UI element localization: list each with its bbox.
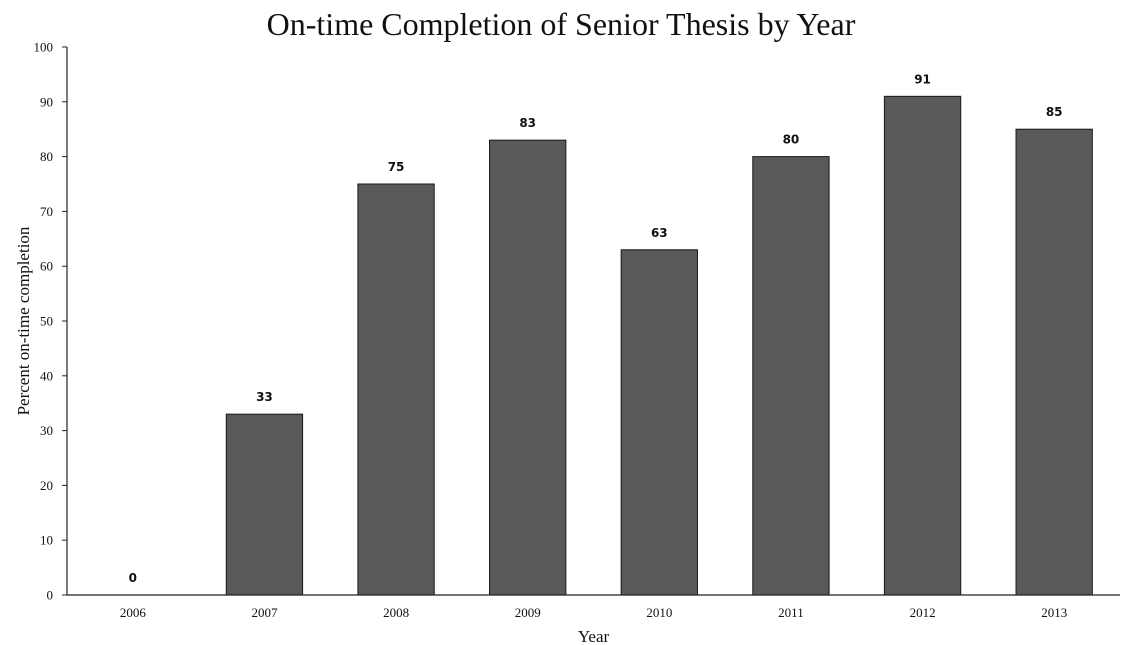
bar-2009: [489, 139, 567, 596]
y-tick-label: 60: [40, 259, 53, 274]
data-label-2010: 63: [651, 226, 668, 240]
bar-2012: [883, 95, 962, 596]
bar-2007: [225, 413, 304, 596]
bar-2011: [752, 156, 830, 596]
x-tick-label: 2007: [251, 605, 278, 620]
data-label-2008: 75: [388, 160, 405, 174]
x-tick-label: 2011: [778, 605, 804, 620]
chart-title: On-time Completion of Senior Thesis by Y…: [266, 6, 856, 42]
y-tick-label: 50: [40, 314, 53, 329]
data-label-2006: 0: [129, 571, 137, 585]
y-tick-label: 80: [40, 149, 53, 164]
data-label-2012: 91: [914, 72, 931, 86]
y-axis-title: Percent on-time completion: [14, 226, 33, 415]
x-axis-ticks: 2006 2007 2008 2009 2010 2011 2012 2013: [120, 605, 1067, 620]
data-label-2013: 85: [1046, 105, 1063, 119]
y-tick-label: 30: [40, 423, 53, 438]
bar-2013: [1015, 128, 1093, 596]
y-tick-label: 40: [40, 368, 53, 383]
x-tick-label: 2012: [910, 605, 936, 620]
data-label-2007: 33: [256, 390, 273, 404]
bars: [225, 95, 1093, 596]
y-tick-label: 90: [40, 94, 53, 109]
bar-2010: [620, 249, 698, 596]
x-tick-label: 2006: [120, 605, 147, 620]
y-axis-ticks: 0 10 20 30 40 50 60 70 80 90 100: [34, 40, 67, 603]
data-label-2009: 83: [519, 116, 536, 130]
x-tick-label: 2010: [646, 605, 672, 620]
x-tick-label: 2009: [515, 605, 541, 620]
data-labels: 0 33 75 83 63 80 91 85: [129, 72, 1063, 585]
x-tick-label: 2013: [1041, 605, 1067, 620]
y-tick-label: 100: [34, 40, 54, 55]
y-tick-label: 20: [40, 478, 53, 493]
data-label-2011: 80: [783, 133, 800, 147]
y-tick-label: 0: [47, 588, 54, 603]
bar-2008: [357, 183, 435, 596]
x-tick-label: 2008: [383, 605, 409, 620]
y-tick-label: 10: [40, 533, 53, 548]
x-axis-title: Year: [578, 627, 610, 645]
y-tick-label: 70: [40, 204, 53, 219]
